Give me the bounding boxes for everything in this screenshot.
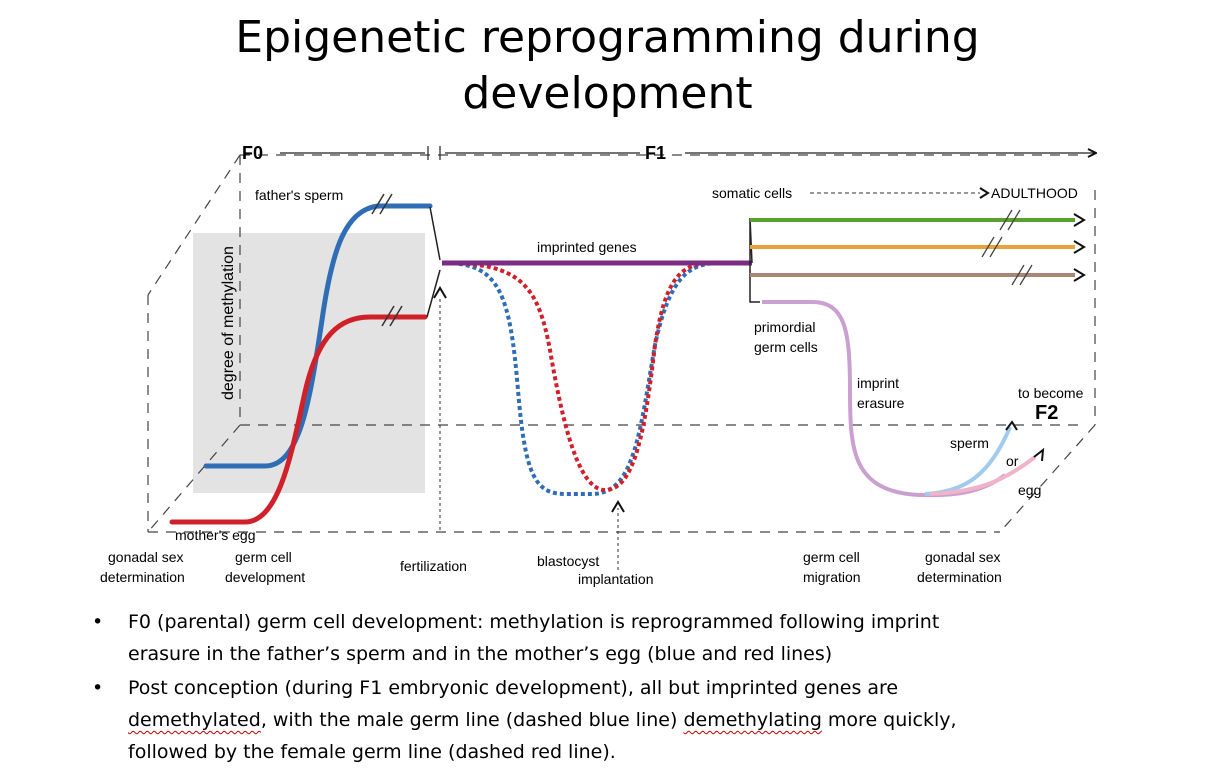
paternal-break-mark-1 [371,193,385,215]
spellcheck-word-demethylated: demethylated [128,709,261,731]
maternal-break-mark-2 [389,305,403,327]
stage-migration-line2: migration [803,569,861,585]
paternal-methylation-line [203,203,433,469]
generation-arrow [280,146,1095,160]
egg-line [929,455,1037,496]
stage-gonadal-left-line2: determination [100,569,185,585]
primordial-germline-line [762,300,1007,498]
germ-development-shade [193,233,425,493]
bullet-1-line1: F0 (parental) germ cell development: met… [128,611,940,633]
somatic-arrowhead-brown [1073,268,1086,282]
slide-title-line1: Epigenetic reprogramming during [235,12,980,63]
sperm-arrowhead [1005,420,1018,431]
fertilization-arrowhead [433,286,447,299]
stage-blastocyst: blastocyst [537,553,599,569]
axis-box [147,154,1096,533]
maternal-embryo-demethylation-line [444,261,713,493]
stage-fertilization: fertilization [400,558,467,574]
imprint-erasure-label-line2: erasure [857,395,905,411]
somatic-branch-connector [749,217,760,303]
f2-label: F2 [1035,402,1058,424]
implantation-arrowhead [611,500,625,513]
stage-implantation: implantation [578,571,654,587]
somatic-arrowhead-orange [1073,240,1086,254]
spellcheck-word-demethylating: demethylating [683,709,822,731]
stage-germ-dev-line2: development [225,569,305,585]
egg-arrowhead [1033,447,1045,462]
somatic-break-marks [981,209,1033,286]
bullet-1-line2: erasure in the father’s sperm and in the… [128,643,833,665]
maternal-rise-line [426,269,441,318]
mothers-egg-label: mother's egg [175,527,256,543]
primordial-label-line1: primordial [754,319,815,335]
imprint-erasure-label-line1: imprint [857,375,899,391]
fathers-sperm-label: father's sperm [255,187,343,203]
generation-f1-label: F1 [645,143,666,163]
somatic-cells-label: somatic cells [712,185,792,201]
bullet-dot-icon: • [92,677,104,699]
paternal-break-mark-2 [379,193,393,215]
methylation-diagram: F0 F1 degree of methylation imprinted ge… [100,143,1110,587]
somatic-arrowhead-green [1073,213,1086,227]
paternal-drop-line [429,206,441,261]
egg-label: egg [1018,482,1041,498]
yaxis-label: degree of methylation [220,246,237,400]
slide-title-line2: development [462,68,753,119]
bullet-item-1: • F0 (parental) germ cell development: m… [90,606,1190,670]
bullet-2-line1: Post conception (during F1 embryonic dev… [128,677,899,699]
sperm-label: sperm [950,435,989,451]
adulthood-label: ADULTHOOD [991,185,1078,201]
stage-germ-dev-line1: germ cell [235,549,292,565]
maternal-methylation-line [169,314,428,525]
primordial-label-line2: germ cells [754,339,818,355]
bullet-item-2: • Post conception (during F1 embryonic d… [90,672,1190,768]
to-become-label: to become [1018,385,1084,401]
bullet-dot-icon: • [92,611,104,633]
generation-f0-label: F0 [242,143,263,163]
bullet-2-line2-mid: , with the male germ line (dashed blue l… [260,709,684,731]
bullet-2-line3: followed by the female germ line (dashed… [128,741,616,763]
bullet-2-line2: demethylated, with the male germ line (d… [128,704,1190,736]
stage-gonadal-left-line1: gonadal sex [108,549,184,565]
stage-migration-line1: germ cell [803,549,860,565]
adulthood-arrowhead [979,187,990,199]
stage-gonadal-right-line2: determination [917,569,1002,585]
slide-title: Epigenetic reprogramming during developm… [0,10,1215,122]
bullet-2-line2-end: more quickly, [821,709,957,731]
stage-gonadal-right-line1: gonadal sex [925,549,1001,565]
bullet-list: • F0 (parental) germ cell development: m… [90,606,1190,770]
paternal-embryo-demethylation-line [444,261,721,496]
or-label: or [1006,453,1019,469]
maternal-break-mark-1 [381,305,395,327]
imprinted-genes-label: imprinted genes [537,239,637,255]
